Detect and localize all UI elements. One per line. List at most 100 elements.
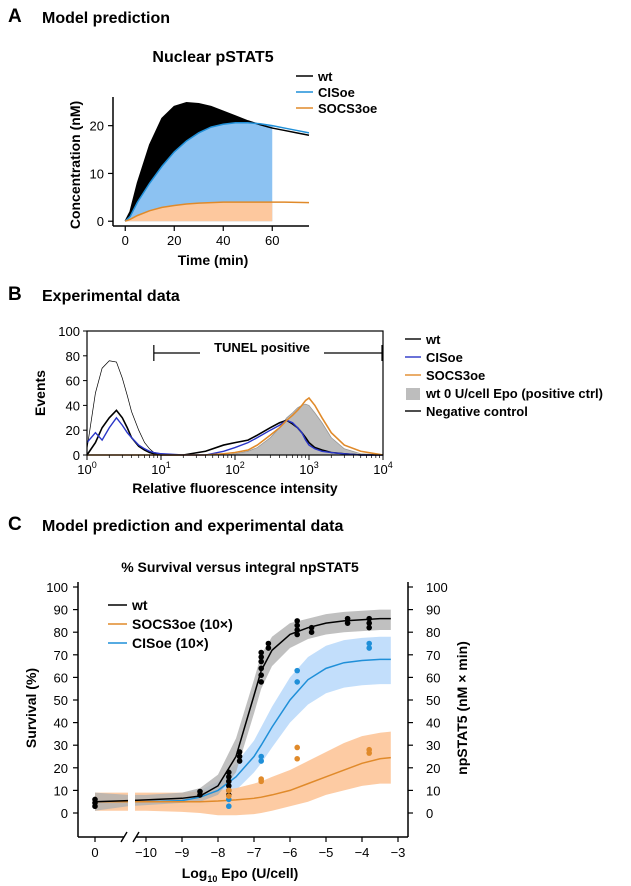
axis-break-mark (132, 831, 140, 843)
x-axis-label: Relative fluorescence intensity (132, 480, 338, 496)
cisoe-line (86, 416, 383, 456)
legend-label: SOCS3oe (10×) (132, 616, 233, 632)
data-point (265, 640, 272, 647)
data-point (197, 788, 203, 795)
data-point (236, 749, 243, 755)
y-tick-label-left: 80 (54, 625, 68, 640)
x-tick-label: −9 (175, 845, 190, 860)
y-tick-label: 0 (73, 448, 80, 463)
confidence-band (95, 609, 391, 811)
legend-label: SOCS3oe (318, 101, 377, 116)
data-point (366, 615, 373, 622)
x-tick-label: 100 (77, 460, 96, 477)
data-point (258, 665, 265, 672)
y-tick-label-right: 90 (426, 603, 440, 618)
x-tick-label: −5 (319, 845, 334, 860)
y-tick-label: 80 (66, 349, 80, 364)
legend-label: wt (317, 69, 333, 84)
chart-title: % Survival versus integral npSTAT5 (121, 559, 359, 575)
data-point (366, 746, 373, 753)
legend-label: CISoe (10×) (132, 635, 209, 651)
data-point (92, 796, 98, 803)
data-point (308, 629, 315, 635)
data-point (366, 620, 373, 626)
wt-line (86, 409, 383, 456)
y-tick-label-right: 0 (426, 806, 433, 821)
y-tick-label: 0 (97, 214, 104, 229)
data-point (226, 778, 232, 785)
y-tick-label: 60 (66, 374, 80, 389)
data-point (344, 615, 351, 622)
legend-label: wt (131, 597, 148, 613)
y-tick-label-right: 70 (426, 648, 440, 663)
chart-c-survival: 0 0 10 10 20 20 30 30 40 40 50 50 60 60 70 70 80 80 90 90 10… (23, 559, 470, 884)
y-tick-label-left: 0 (61, 806, 68, 821)
cisoe-area (125, 122, 273, 222)
data-point (226, 793, 232, 799)
y-axis-label-right: npSTAT5 (nM × min) (454, 641, 470, 775)
data-point (265, 645, 272, 651)
x-tick-label: 40 (216, 233, 230, 248)
y-tick-label-right: 80 (426, 625, 440, 640)
panel-title-a: Model prediction (42, 10, 170, 27)
data-point (226, 803, 232, 810)
y-tick-label-left: 70 (54, 648, 68, 663)
chart-title: Nuclear pSTAT5 (152, 49, 273, 66)
panel-letter-a: A (8, 6, 22, 27)
data-point (258, 672, 265, 678)
y-axis-label: Concentration (nM) (67, 101, 83, 229)
legend-label: wt 0 U/cell Epo (positive ctrl) (425, 386, 603, 401)
x-tick-label: 101 (151, 460, 170, 477)
y-tick-label-right: 50 (426, 693, 440, 708)
x-tick-label: 20 (167, 233, 181, 248)
panel-title-c: Model prediction and experimental data (42, 518, 344, 535)
y-tick-label-right: 20 (426, 761, 440, 776)
x-tick-label: 104 (373, 460, 392, 477)
y-tick-label: 20 (90, 119, 104, 134)
wt-line (124, 101, 310, 222)
data-point (366, 645, 373, 651)
y-tick-label: 10 (90, 166, 104, 181)
x-tick-label: −7 (247, 845, 262, 860)
wt-area (125, 102, 273, 222)
data-point (258, 654, 265, 660)
x-tick-label: −3 (391, 845, 406, 860)
socs3oe-line (124, 201, 310, 222)
x-tick-label: 102 (225, 460, 244, 477)
y-axis-label-left: Survival (%) (23, 668, 39, 748)
x-tick-label: −8 (211, 845, 226, 860)
y-tick-label-left: 20 (54, 761, 68, 776)
panel-title-b: Experimental data (42, 288, 180, 305)
y-tick-label-left: 60 (54, 670, 68, 685)
y-tick-label: 40 (66, 398, 80, 413)
data-point (258, 658, 265, 665)
data-point (258, 649, 265, 656)
data-point (236, 753, 243, 760)
data-point (226, 769, 232, 776)
data-point (366, 640, 373, 647)
data-point (258, 753, 265, 760)
data-point (236, 758, 243, 764)
data-point (226, 783, 232, 789)
y-tick-label-right: 100 (426, 580, 448, 595)
data-point (294, 667, 301, 674)
data-point (294, 631, 301, 638)
model-line (95, 756, 391, 803)
legend-label: CISoe (318, 85, 355, 100)
data-point (226, 787, 232, 794)
x-axis-label: Time (min) (178, 252, 249, 268)
data-point (294, 618, 301, 624)
chart-a-nuclear-pstat5: 0 10 20 0 20 40 60 Nuclear pSTAT5 Time (min) Conc… (67, 49, 377, 268)
x-tick-label: −10 (135, 845, 157, 860)
legend-label: wt (425, 332, 441, 347)
y-tick-label-right: 30 (426, 738, 440, 753)
x-tick-label: 60 (265, 233, 279, 248)
data-point (258, 776, 265, 782)
legend-label: CISoe (426, 350, 463, 365)
panel-letter-c: C (8, 514, 22, 535)
confidence-band (95, 636, 391, 811)
y-tick-label-left: 50 (54, 693, 68, 708)
model-line (95, 658, 391, 803)
panel-letter-b: B (8, 284, 22, 305)
legend-label: SOCS3oe (426, 368, 485, 383)
